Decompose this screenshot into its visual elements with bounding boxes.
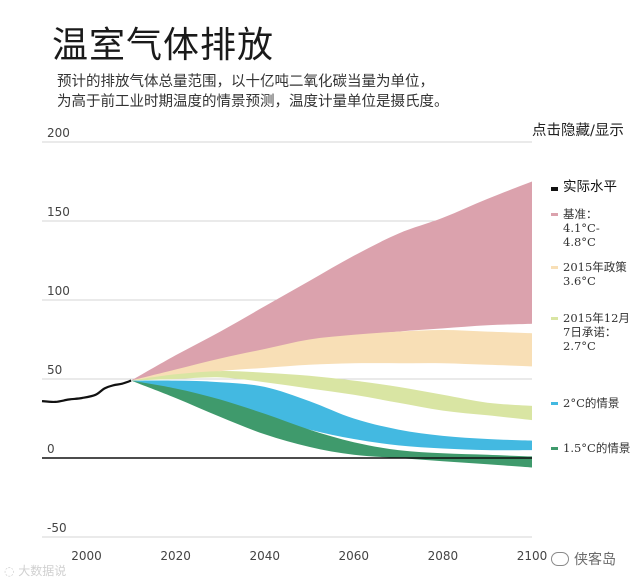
chart-subtitle-line2: 为高于前工业时期温度的情景预测，温度计量单位是摄氏度。 <box>57 94 449 110</box>
x-tick-label: 2000 <box>71 549 102 563</box>
x-tick-label: 2100 <box>517 549 548 563</box>
legend-label: 2°C的情景 <box>563 396 620 410</box>
watermark-right: 侠客岛 <box>551 549 616 569</box>
legend-label: 实际水平 <box>563 179 617 195</box>
x-tick-label: 2080 <box>428 549 459 563</box>
x-tick-label: 2040 <box>249 549 280 563</box>
band-pledge <box>131 371 532 421</box>
legend-swatch <box>551 402 558 405</box>
watermark-left-text: 大数据说 <box>18 564 67 578</box>
y-tick-label: 50 <box>47 363 62 377</box>
watermark-right-text: 侠客岛 <box>574 552 616 568</box>
legend-swatch <box>551 266 558 269</box>
band-layer <box>131 181 532 468</box>
x-tick-label: 2020 <box>160 549 191 563</box>
chat-bubble-icon <box>551 552 569 566</box>
line-layer <box>41 379 532 459</box>
y-tick-label: -50 <box>47 521 67 535</box>
legend-item-scenario15c[interactable]: 1.5°C的情景 <box>551 441 630 455</box>
y-tick-label: 150 <box>47 205 70 219</box>
tick-layer: -50 0 50 100 150 200 2000 2020 2040 2060 2080 2100 <box>47 126 547 563</box>
chart-title: 温室气体排放 <box>52 25 275 66</box>
legend-label: 基准： 4.1°C- 4.8°C <box>563 207 600 249</box>
legend-swatch <box>551 447 558 450</box>
legend-item-scenario2c[interactable]: 2°C的情景 <box>551 396 619 410</box>
legend-swatch <box>551 187 558 191</box>
band-scenario15c <box>131 380 532 468</box>
toggle-visibility-label[interactable]: 点击隐藏/显示 <box>532 123 624 139</box>
legend-label: 1.5°C的情景 <box>563 441 631 455</box>
y-tick-label: 100 <box>47 284 70 298</box>
watermark-left-icon: ◌ <box>4 564 19 578</box>
watermark-left: ◌ 大数据说 <box>4 562 66 579</box>
band-policy2015 <box>131 330 532 381</box>
legend-item-pledge[interactable]: 2015年12月 7日承诺： 2.7°C <box>551 311 630 353</box>
legend-swatch <box>551 213 558 216</box>
legend-label: 2015年12月 7日承诺： 2.7°C <box>563 311 630 353</box>
x-tick-label: 2060 <box>339 549 370 563</box>
band-scenario2c <box>131 380 532 451</box>
chart-subtitle-line1: 预计的排放气体总量范围，以十亿吨二氧化碳当量为单位， <box>57 74 434 90</box>
band-baseline <box>131 181 532 381</box>
line-actual <box>41 379 132 404</box>
legend-item-policy2015[interactable]: 2015年政策 3.6°C <box>551 260 627 288</box>
y-tick-label: 200 <box>47 126 70 140</box>
chart-legend: 实际水平基准： 4.1°C- 4.8°C 2015年政策 3.6°C 2015年12… <box>551 0 641 585</box>
legend-item-actual[interactable]: 实际水平 <box>551 180 617 194</box>
legend-item-baseline[interactable]: 基准： 4.1°C- 4.8°C <box>551 207 600 249</box>
legend-label: 2015年政策 3.6°C <box>563 260 627 288</box>
y-tick-label: 0 <box>47 442 55 456</box>
legend-swatch <box>551 317 558 320</box>
